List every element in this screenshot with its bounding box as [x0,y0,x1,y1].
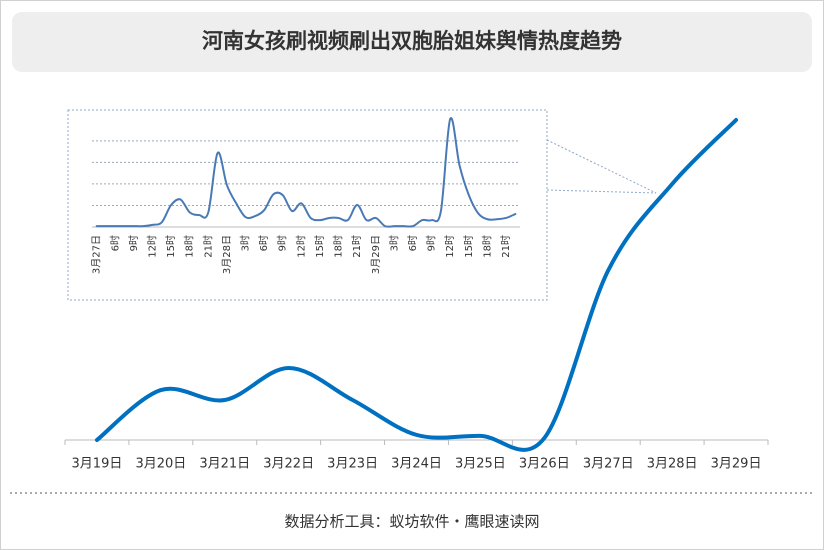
x-tick-label: 3月24日 [391,457,442,472]
x-tick-label: 12时 [146,235,158,258]
x-tick-label: 3月21日 [199,457,250,472]
x-tick-label: 3月20日 [135,457,186,472]
x-tick-label: 3月29日 [370,235,382,274]
x-tick-label: 6时 [407,235,419,251]
x-tick-label: 12时 [444,235,456,258]
x-tick-label: 21时 [202,235,214,258]
line-series [95,117,517,228]
line-series [94,118,739,452]
x-tick-label: 3月28日 [647,457,698,472]
footer: 数据分析工具：蚁坊软件・鹰眼速读网 [284,513,539,531]
x-tick-label: 3月25日 [455,457,506,472]
x-tick-label: 15时 [165,235,177,258]
x-tick-label: 18时 [481,235,493,258]
chart-title: 河南女孩刷视频刷出双胞胎姐妹舆情热度趋势 [202,29,622,53]
x-tick-label: 3月23日 [327,457,378,472]
x-tick-label: 15时 [314,235,326,258]
callout-line [546,139,657,194]
x-tick-label: 6时 [109,235,121,251]
x-tick-label: 3时 [388,235,400,251]
x-tick-label: 3月22日 [263,457,314,472]
x-tick-label: 9时 [277,235,289,251]
x-tick-label: 3时 [240,235,252,251]
x-tick-label: 9时 [426,235,438,251]
x-tick-label: 18时 [184,235,196,258]
x-tick-label: 6时 [258,235,270,251]
x-tick-label: 3月19日 [72,457,123,472]
x-tick-label: 3月29日 [711,457,762,472]
x-tick-label: 18时 [333,235,345,258]
x-tick-label: 3月27日 [583,457,634,472]
x-tick-label: 3月28日 [221,235,233,274]
inset-box [67,109,548,301]
x-tick-label: 15时 [463,235,475,258]
x-tick-label: 12时 [295,235,307,258]
x-tick-label: 3月27日 [91,235,103,274]
x-tick-label: 3月26日 [519,457,570,472]
x-tick-label: 21时 [500,235,512,258]
title-box [12,12,812,72]
x-tick-label: 9时 [128,235,140,251]
x-tick-label: 21时 [351,235,363,258]
